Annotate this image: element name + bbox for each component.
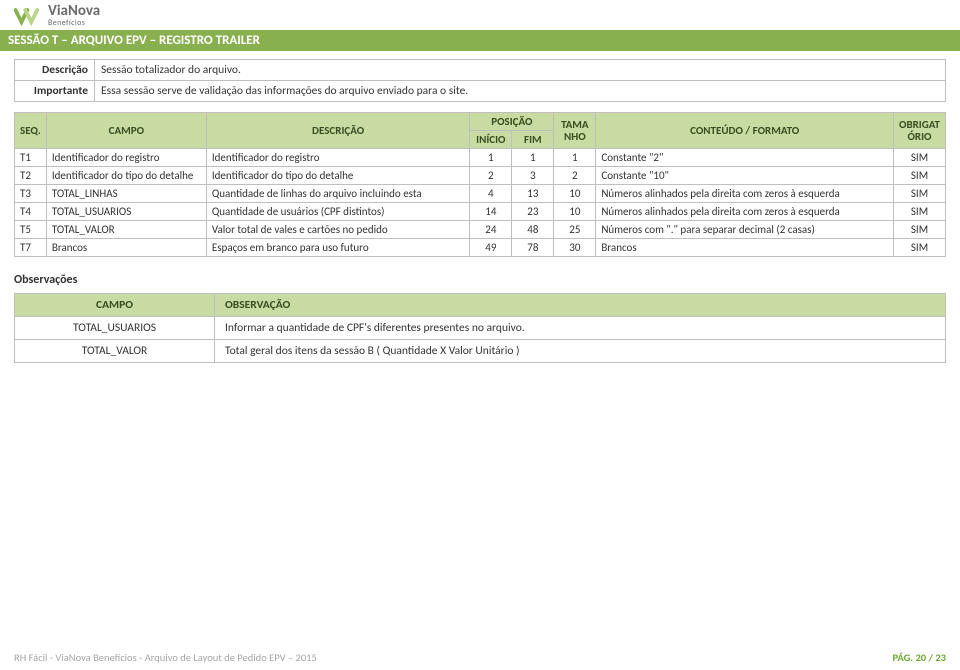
table-row: T7BrancosEspaços em branco para uso futu… (15, 239, 946, 257)
obs-heading: Observações (14, 273, 946, 287)
logo-name: ViaNova (48, 4, 100, 19)
table-row: T5TOTAL_VALORValor total de vales e cart… (15, 221, 946, 239)
meta-table: DescriçãoSessão totalizador do arquivo.I… (14, 59, 946, 102)
th-descricao: DESCRIÇÃO (206, 113, 469, 149)
session-title: SESSÃO T – ARQUIVO EPV – REGISTRO TRAILE… (0, 30, 960, 51)
obs-campo-cell: TOTAL_USUARIOS (15, 317, 215, 340)
table-row: T1Identificador do registroIdentificador… (15, 149, 946, 167)
logo-icon (14, 6, 44, 26)
table-row: T2Identificador do tipo do detalheIdenti… (15, 167, 946, 185)
footer-page: PÁG. 20 / 23 (892, 651, 946, 664)
footer: RH Fácil - ViaNova Benefícios - Arquivo … (0, 651, 960, 664)
table-row: T4TOTAL_USUARIOSQuantidade de usuários (… (15, 203, 946, 221)
th-fim: FIM (512, 131, 554, 149)
table-row: T3TOTAL_LINHASQuantidade de linhas do ar… (15, 185, 946, 203)
th-conteudo: CONTEÚDO / FORMATO (596, 113, 894, 149)
th-obrigat: OBRIGATÓRIO (894, 113, 946, 149)
footer-left: RH Fácil - ViaNova Benefícios - Arquivo … (14, 651, 317, 664)
meta-value: Sessão totalizador do arquivo. (95, 60, 946, 81)
obs-value-cell: Total geral dos itens da sessão B ( Quan… (215, 340, 946, 363)
obs-value-cell: Informar a quantidade de CPF's diferente… (215, 317, 946, 340)
obs-th-campo: CAMPO (15, 294, 215, 317)
obs-campo-cell: TOTAL_VALOR (15, 340, 215, 363)
th-campo: CAMPO (46, 113, 206, 149)
meta-label: Importante (15, 81, 95, 102)
obs-row: TOTAL_USUARIOSInformar a quantidade de C… (15, 317, 946, 340)
obs-table: CAMPO OBSERVAÇÃO TOTAL_USUARIOSInformar … (14, 293, 946, 363)
meta-label: Descrição (15, 60, 95, 81)
th-posicao: POSIÇÃO (470, 113, 554, 131)
logo-text-block: ViaNova Benefícios (48, 4, 100, 28)
th-seq: SEQ. (15, 113, 47, 149)
th-tamanho: TAMANHO (554, 113, 596, 149)
obs-th-observacao: OBSERVAÇÃO (215, 294, 946, 317)
logo: ViaNova Benefícios (0, 0, 960, 28)
th-inicio: INÍCIO (470, 131, 512, 149)
spec-table: SEQ. CAMPO DESCRIÇÃO POSIÇÃO TAMANHO CON… (14, 112, 946, 257)
obs-row: TOTAL_VALORTotal geral dos itens da sess… (15, 340, 946, 363)
meta-value: Essa sessão serve de validação das infor… (95, 81, 946, 102)
